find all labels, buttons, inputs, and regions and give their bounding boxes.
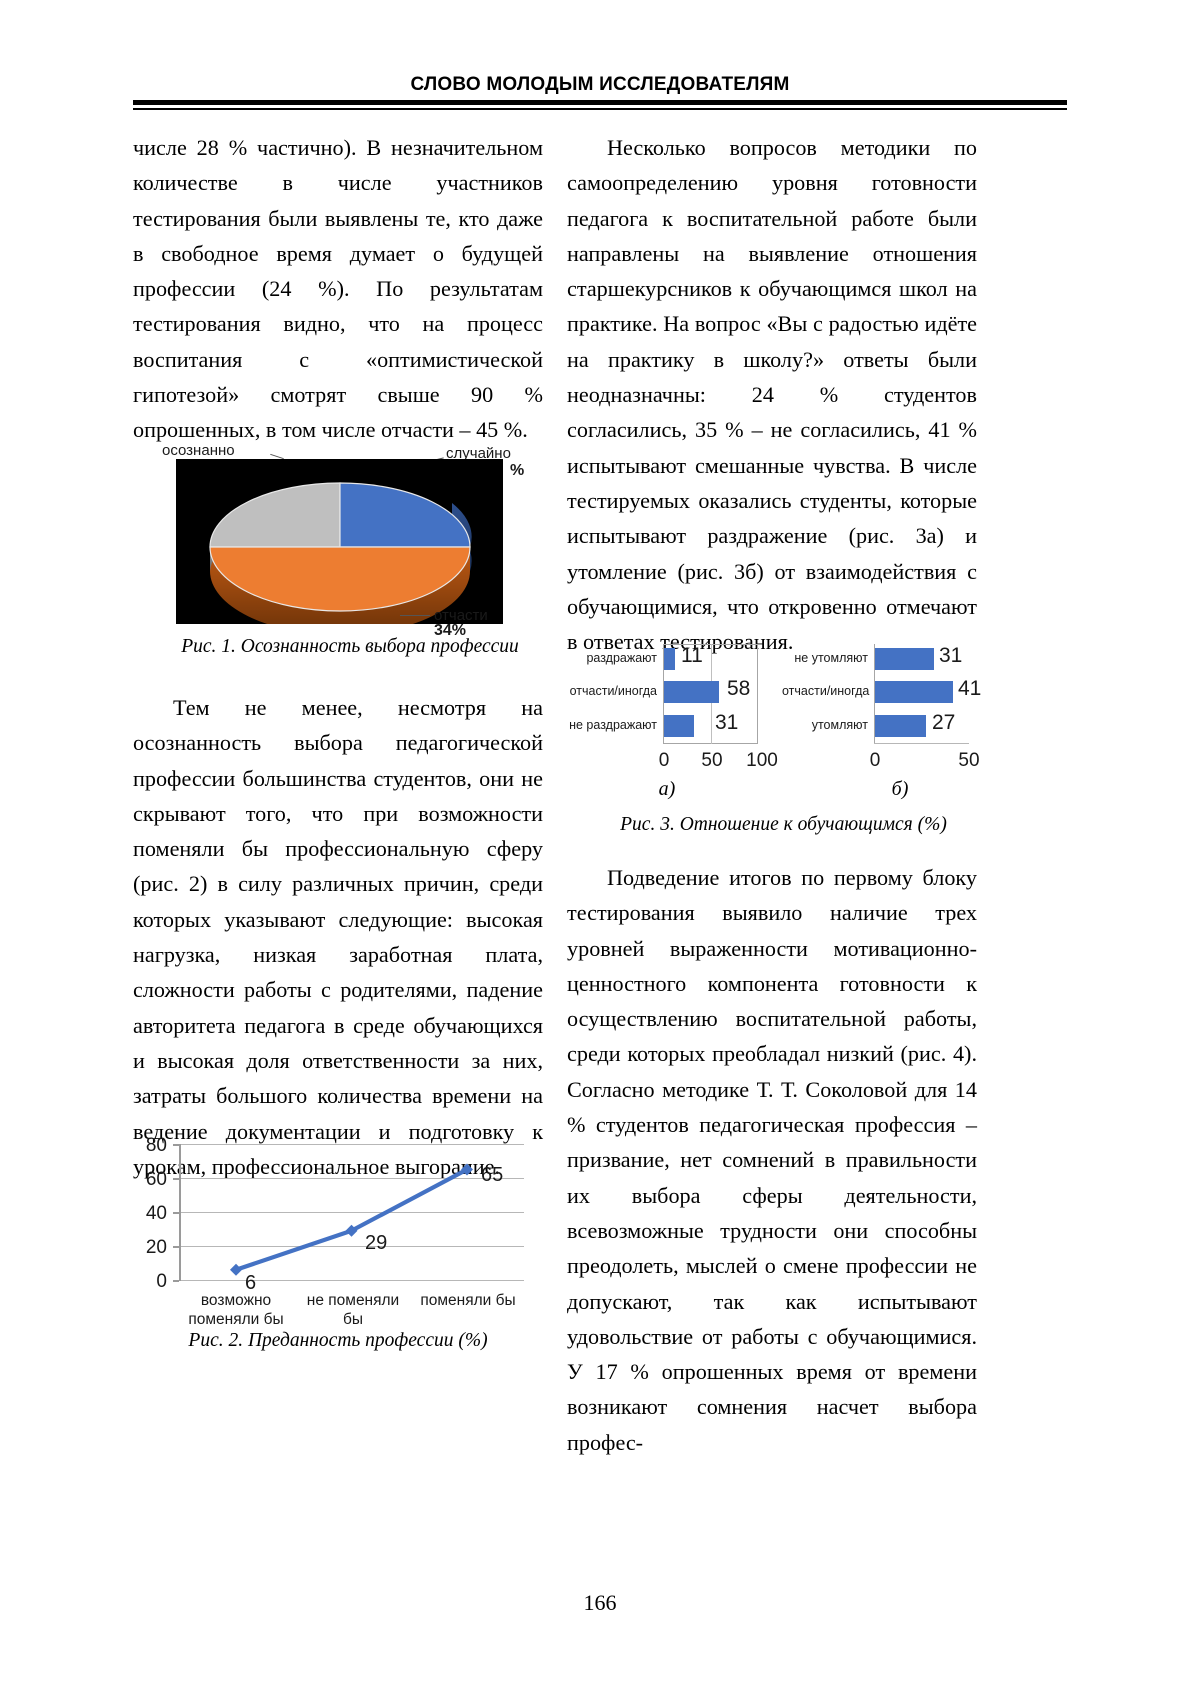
left-column: числе 28 % частично). В незначительном к… [133,130,543,448]
fig2-cat-label-3-line1: поменяли бы [420,1292,515,1309]
figure-3: раздражают отчасти/иногда не раздражают … [567,640,1000,840]
header-rule-thin [133,108,1067,110]
document-page: СЛОВО МОЛОДЫМ ИССЛЕДОВАТЕЛЯМ числе 28 % … [0,0,1200,1698]
pie-svg [176,459,503,624]
fig3a-xtick-0: 0 [647,750,681,772]
figure-2: 80 60 40 20 0 6 29 65 [133,1128,543,1363]
left-column-continued: Тем не менее, несмотря на осознанность в… [133,690,543,1184]
fig3b-cat-label-2: отчасти/иногда [782,684,868,698]
fig3a-cat-label-2: отчасти/иногда [567,684,657,698]
fig2-point-value-2: 29 [365,1232,387,1255]
fig3a-xtick-100: 100 [741,750,783,772]
pie-canvas [176,459,503,624]
fig3a-value-2: 58 [727,677,750,701]
fig3b-bar-otchasti [875,681,953,703]
figure-1: осознанно случайно % [150,432,550,632]
fig3a-bar-otchasti [664,681,719,703]
right-column-continued: Подведение итогов по первому блоку тести… [567,860,977,1460]
pie-leader-bottom [400,615,430,616]
fig3a-bar-razdrazhayut [664,648,675,670]
fig3a-xtick-50: 50 [695,750,729,772]
fig3b-axis-x [874,743,969,744]
figure-2-caption: Рис. 2. Преданность профессии (%) [133,1328,543,1354]
fig2-ytick-40: 40 [133,1203,167,1225]
fig3b-xtick-50: 50 [952,750,986,772]
figure-3-caption: Рис. 3. Отношение к обучающимся (%) [567,812,1000,838]
fig2-cat-label-2: не поменяли бы [296,1291,410,1329]
figure-3b-panel: не утомляют отчасти/иногда утомляют 31 4… [782,640,1000,800]
figure-3b-subcaption: б) [860,778,940,801]
fig3a-bar-ne-razdrazhayut [664,715,694,737]
fig3a-value-1: 11 [681,644,703,668]
right-paragraph-1: Несколько вопросов методики по самоопред… [567,130,977,659]
fig3b-bar-utomlyayut [875,715,926,737]
fig3b-value-3: 27 [932,711,955,735]
fig2-cat-label-1-line1: возможно [201,1292,271,1309]
figure-1-caption: Рис. 1. Осознанность выбора профессии [150,634,550,660]
figure-3a-subcaption: а) [627,778,707,801]
pie-label-osoznanno: осознанно [162,442,235,459]
fig2-ytick-60: 60 [133,1169,167,1191]
page-number: 166 [0,1590,1200,1616]
fig2-ytick-20: 20 [133,1237,167,1259]
fig2-point-value-3: 65 [481,1164,503,1187]
fig2-cat-label-1: возможно поменяли бы [179,1291,293,1329]
pie-value-sluchaino: % [510,462,524,480]
fig2-cat-label-3: поменяли бы [411,1291,525,1310]
fig2-cat-label-1-line2: поменяли бы [188,1311,283,1328]
left-paragraph-1: числе 28 % частично). В незначительном к… [133,130,543,448]
fig2-ytick-80: 80 [133,1135,167,1157]
fig2-cat-label-2-line1: не поменяли [307,1292,399,1309]
fig3b-cat-label-3: утомляют [782,718,868,732]
fig3a-cat-label-3: не раздражают [567,718,657,732]
fig3b-value-2: 41 [958,677,981,701]
fig3b-cat-label-1: не утомляют [782,651,868,665]
fig3a-cat-label-1: раздражают [567,651,657,665]
fig2-ytick-0: 0 [133,1271,167,1293]
fig3b-xtick-0: 0 [858,750,892,772]
right-column: Несколько вопросов методики по самоопред… [567,130,977,659]
fig2-series-svg [179,1144,524,1284]
header-rule [133,100,1067,110]
left-paragraph-2: Тем не менее, несмотря на осознанность в… [133,690,543,1184]
right-paragraph-2: Подведение итогов по первому блоку тести… [567,860,977,1460]
fig2-cat-label-2-line2: бы [343,1311,363,1328]
fig3b-bar-ne-utomlyayut [875,648,934,670]
fig3b-value-1: 31 [939,644,962,668]
running-head: СЛОВО МОЛОДЫМ ИССЛЕДОВАТЕЛЯМ [0,74,1200,96]
figure-3a-panel: раздражают отчасти/иногда не раздражают … [567,640,782,800]
fig3a-value-3: 31 [715,711,738,735]
